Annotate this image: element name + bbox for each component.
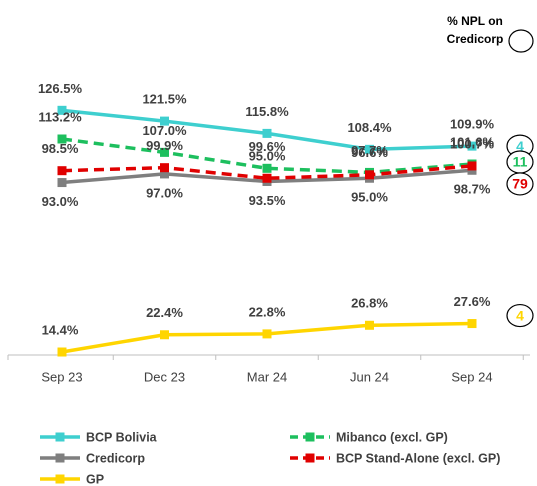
npl-value: 4: [516, 138, 524, 154]
marker: [262, 173, 272, 183]
marker: [365, 144, 374, 154]
legend-label: BCP Bolivia: [86, 430, 158, 444]
data-label: 22.8%: [249, 304, 286, 319]
data-label: 100.7%: [450, 136, 495, 151]
marker: [160, 330, 169, 340]
data-label: 27.6%: [454, 294, 491, 309]
legend-marker: [305, 432, 315, 442]
marker: [57, 105, 67, 115]
series-line: [61, 164, 473, 180]
data-label: 97.7%: [351, 143, 388, 158]
data-label: 99.6%: [249, 139, 286, 154]
legend-marker: [55, 432, 65, 442]
npl-circle: [508, 29, 534, 53]
marker: [365, 320, 374, 330]
npl-value: 11: [513, 154, 528, 170]
marker: [467, 319, 477, 329]
marker: [160, 169, 169, 179]
data-label: 126.5%: [38, 81, 83, 96]
marker: [57, 166, 67, 176]
marker: [57, 347, 67, 357]
data-label: 121.5%: [142, 92, 187, 107]
marker: [160, 163, 169, 173]
data-label: 115.8%: [245, 104, 289, 119]
npl-title: % NPL on: [447, 14, 503, 28]
data-label: 98.5%: [42, 141, 79, 156]
marker: [262, 128, 272, 138]
data-label: 95.0%: [351, 190, 388, 205]
legend-marker: [305, 453, 315, 463]
data-label: 101.6%: [450, 134, 495, 149]
marker: [467, 161, 477, 171]
marker: [160, 147, 169, 157]
legend-marker: [55, 453, 65, 463]
x-tick-label: Mar 24: [247, 369, 287, 384]
data-label: 93.5%: [249, 193, 286, 208]
data-label: 93.0%: [42, 194, 79, 209]
x-tick-label: Jun 24: [350, 369, 389, 384]
marker: [262, 329, 272, 339]
legend-label: Mibanco (excl. GP): [336, 430, 448, 444]
data-label: 97.0%: [146, 185, 183, 200]
data-label: 107.0%: [142, 123, 187, 138]
data-label: 98.7%: [454, 182, 491, 197]
marker: [262, 163, 272, 173]
data-label: 26.8%: [351, 296, 388, 311]
data-label: 22.4%: [146, 305, 183, 320]
data-label: 108.4%: [347, 120, 392, 135]
npl-value: 4: [516, 307, 524, 323]
marker: [467, 141, 477, 151]
marker: [57, 134, 67, 144]
x-tick-label: Sep 23: [41, 369, 82, 384]
data-label: 14.4%: [42, 322, 79, 337]
series-line: [61, 137, 473, 175]
x-tick-label: Dec 23: [144, 369, 185, 384]
legend-marker: [55, 474, 65, 484]
marker: [160, 116, 169, 126]
data-label: 96.6%: [351, 145, 388, 160]
marker: [57, 178, 67, 188]
npl-circle: [506, 303, 534, 328]
marker: [365, 170, 374, 180]
data-label: 95.0%: [249, 149, 286, 164]
npl-title: Credicorp: [447, 32, 504, 46]
x-tick-label: Sep 24: [451, 369, 492, 384]
legend-label: Credicorp: [86, 451, 145, 465]
npl-circle: [506, 172, 534, 196]
data-label: 99.9%: [146, 138, 183, 153]
npl-value: 79: [512, 176, 528, 192]
data-label: 113.2%: [38, 109, 82, 124]
legend-label: BCP Stand-Alone (excl. GP): [336, 451, 500, 465]
data-label: 109.9%: [450, 117, 495, 132]
legend-label: GP: [86, 472, 104, 486]
